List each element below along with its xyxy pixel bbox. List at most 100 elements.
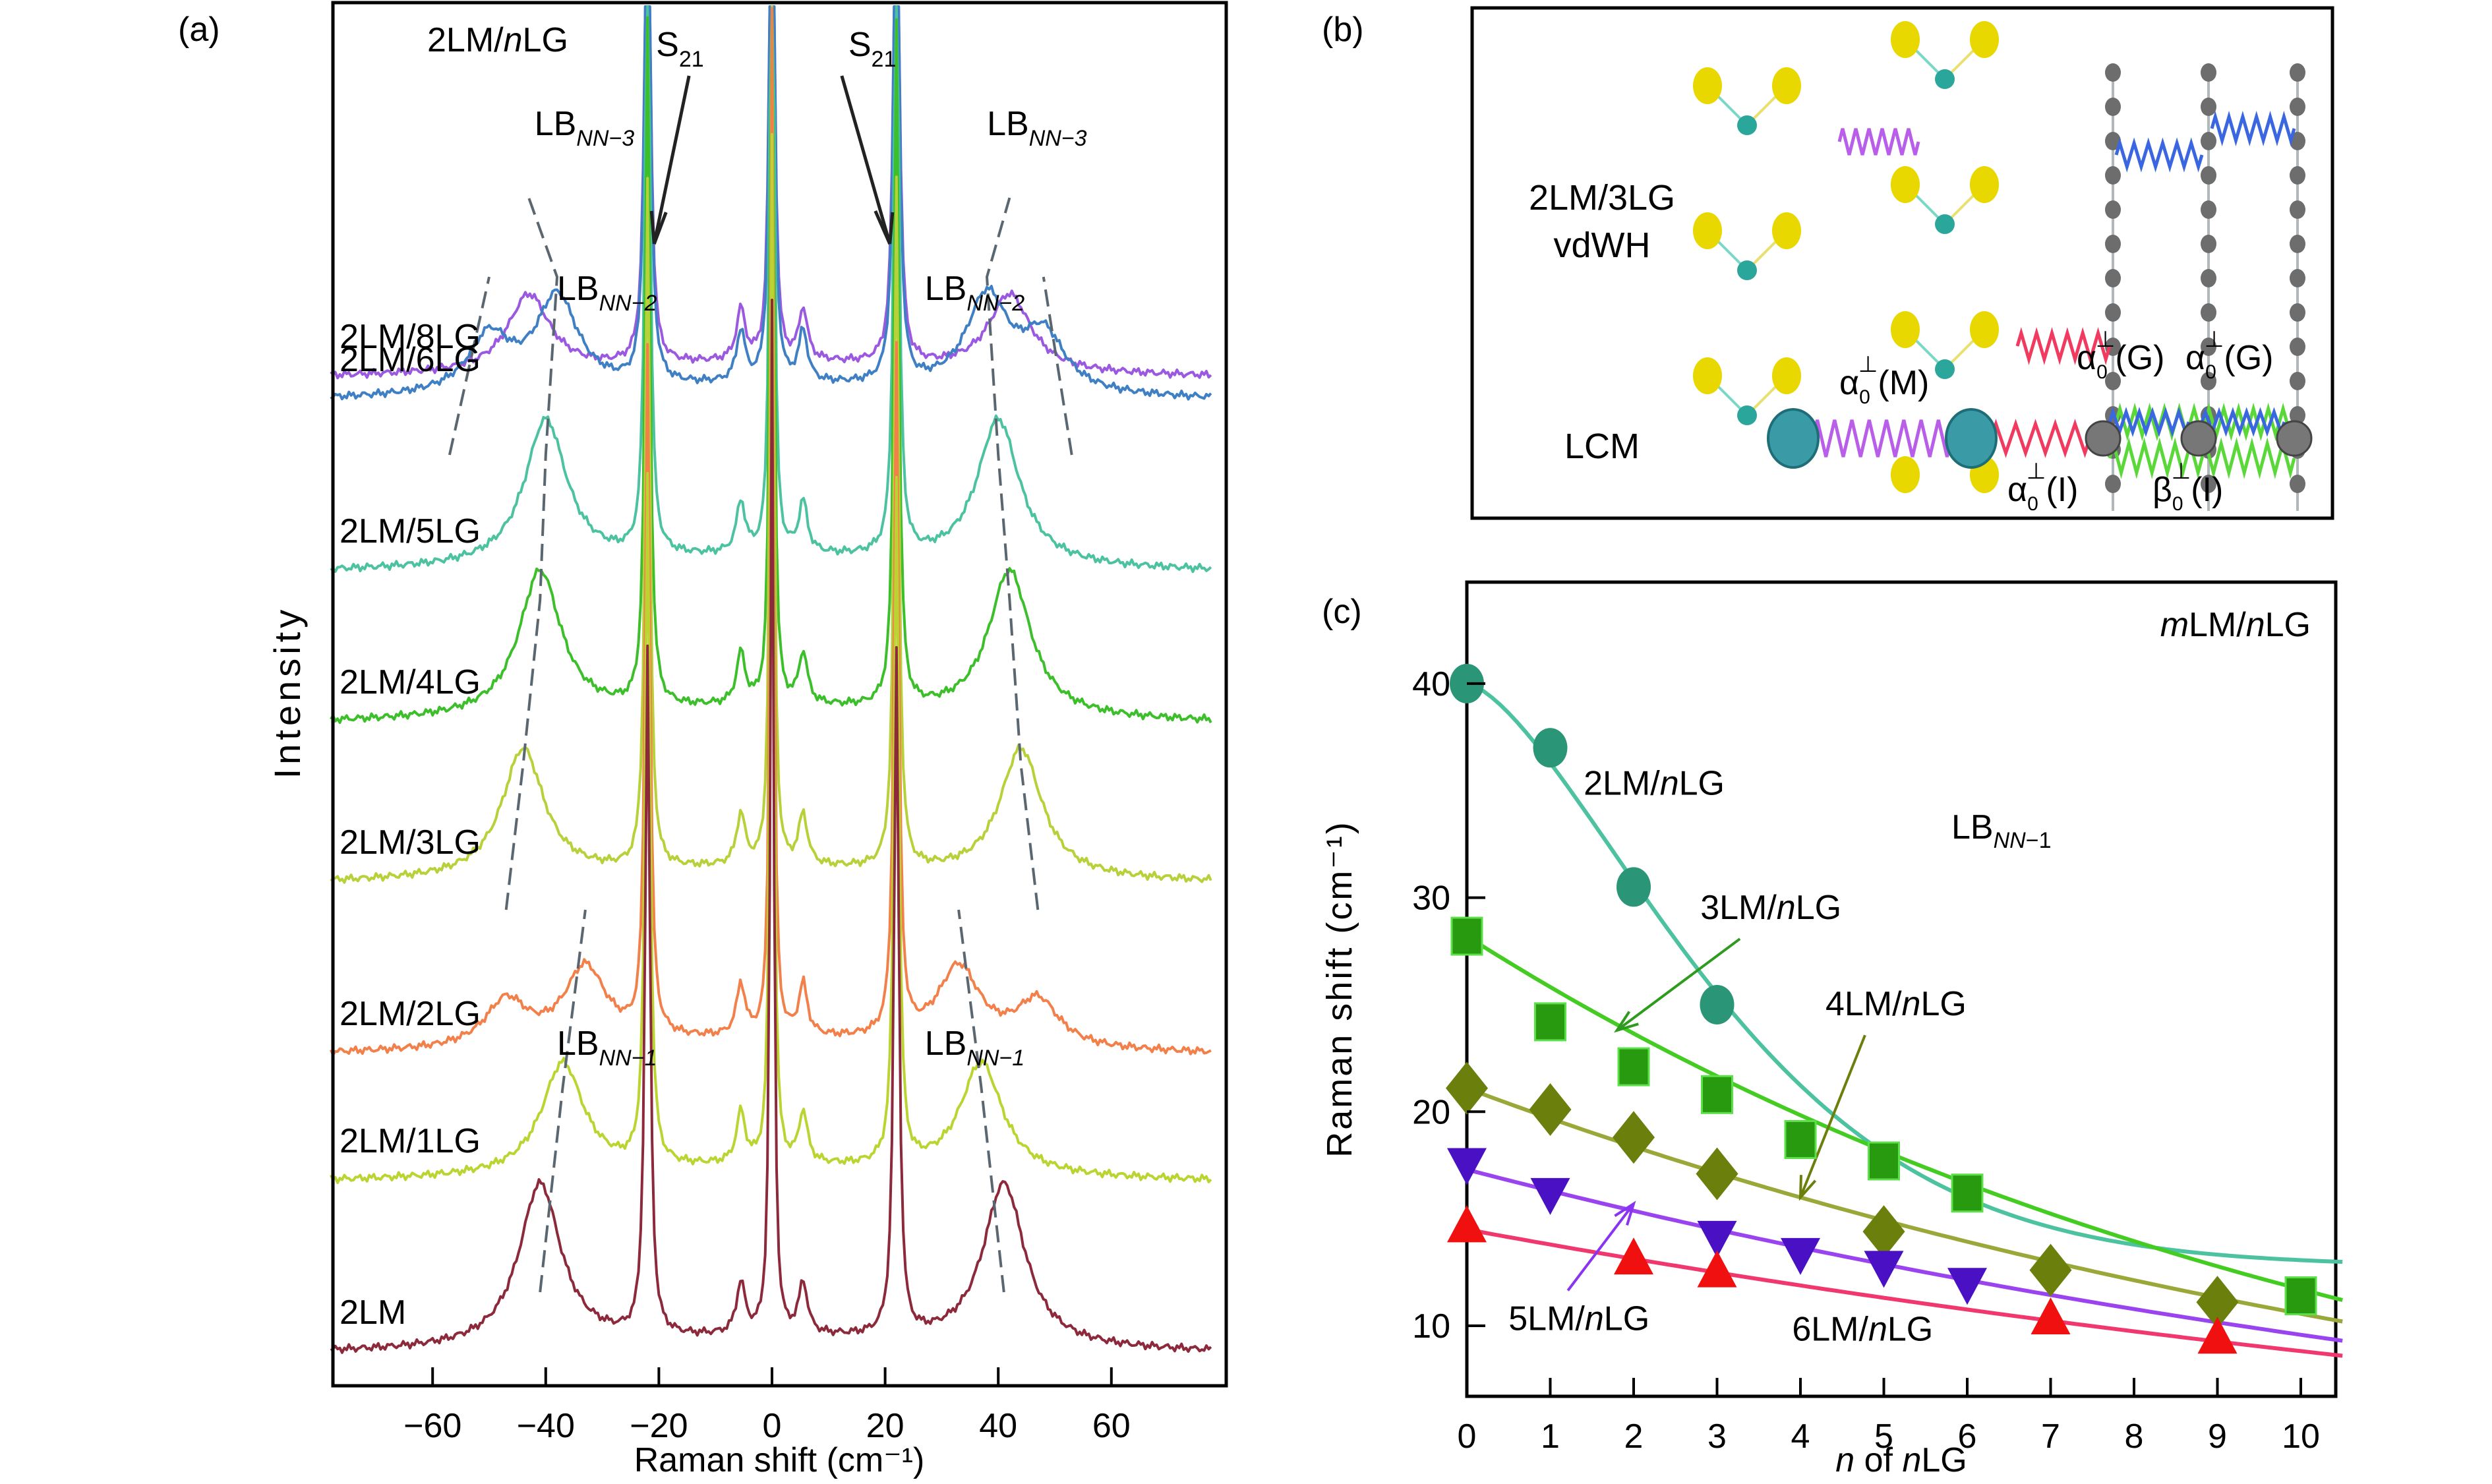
label-tail: (G) <box>2224 339 2273 377</box>
lb-subscript: NN−2 <box>599 291 657 316</box>
metal-atom <box>1737 405 1757 425</box>
label-part: 5LM/ <box>1508 1299 1585 1338</box>
carbon-atom <box>2290 63 2305 82</box>
series-label: 2LM <box>340 1293 406 1332</box>
series-label: 3LM/nLG <box>1700 889 1841 927</box>
chalcogen-atom <box>1970 311 1999 348</box>
force-constant-labels: α0⊥(M)α0⊥(G) α0⊥(G)α0⊥(I) β0⊥(I) <box>1839 327 2273 515</box>
carbon-atom <box>2105 372 2121 390</box>
lcm-layer-mass-g <box>2276 420 2313 457</box>
series-label: 2LM/4LG <box>340 663 481 701</box>
label-tail: (M) <box>1878 364 1929 402</box>
data-point-triangle-down <box>1530 1177 1570 1215</box>
data-point-triangle-down <box>1864 1251 1904 1288</box>
spectrum-trace <box>330 299 1212 1354</box>
series-label: 6LM/nLG <box>1792 1311 1933 1349</box>
carbon-atom <box>2105 475 2121 493</box>
data-point-triangle-up <box>1697 1250 1737 1288</box>
lcm-layer-mass-m <box>1767 408 1820 469</box>
label-arrow <box>1616 937 1741 1032</box>
chalcogen-atom <box>1970 166 1999 203</box>
y-tick-label: 30 <box>1412 879 1450 918</box>
title-a: 2LM/nLG <box>427 21 568 59</box>
panel-b-frame <box>1470 6 2334 520</box>
x-tick-label: −60 <box>403 1407 461 1445</box>
series-label: 2LM/2LG <box>340 995 481 1033</box>
lcm-layer-mass-g <box>2180 420 2217 457</box>
alpha-g-label: α0 ⊥(G) <box>2077 327 2164 383</box>
greek-symbol: α <box>2077 339 2096 377</box>
panel-label-c: (c) <box>1322 593 1362 631</box>
carbon-atom <box>2105 98 2121 116</box>
x-tick-label: 3 <box>1707 1417 1727 1456</box>
dashed-guide-line <box>1042 276 1073 456</box>
label-tail: (I) <box>2191 471 2223 509</box>
data-point-triangle-down <box>1447 1148 1487 1185</box>
series-label: 2LM/1LG <box>340 1122 481 1160</box>
series-label: 2LM/nLG <box>1584 765 1725 803</box>
carbon-atom <box>2201 132 2216 150</box>
chalcogen-atom <box>1772 212 1801 249</box>
metal-atom <box>1935 359 1955 379</box>
label-part: 2LM/ <box>1584 765 1660 803</box>
carbon-atom <box>2201 269 2216 287</box>
data-point-diamond <box>1529 1083 1572 1137</box>
metal-atom <box>1737 115 1757 135</box>
s21-arrowhead <box>649 210 668 245</box>
fit-curve <box>1466 1168 2343 1343</box>
x-tick-label: 0 <box>763 1407 782 1445</box>
vdwh-atomic-structure <box>1693 21 2305 511</box>
data-point-diamond <box>1696 1147 1738 1201</box>
carbon-atom <box>2201 235 2216 253</box>
label-arrowhead <box>1798 1175 1817 1201</box>
greek-symbol: β <box>2152 471 2172 509</box>
linear-chain-model <box>1767 407 2313 479</box>
x-tick-label: 60 <box>1092 1407 1131 1445</box>
alpha-i-label: α0 ⊥(I) <box>2007 459 2078 515</box>
fit-curve <box>1466 682 2343 1264</box>
y-tick-label: 40 <box>1412 665 1450 703</box>
alpha-g-label: α0 ⊥(G) <box>2185 327 2273 383</box>
metal-atom <box>1935 214 1955 234</box>
x-axis-label-c: n of nLG <box>1835 1441 1967 1479</box>
s21-subscript: 21 <box>872 47 897 72</box>
label-2lm-3lg: 2LM/3LG <box>1529 178 1675 218</box>
carbon-atom <box>2105 269 2121 287</box>
data-point-square <box>1951 1173 1984 1213</box>
spring <box>2108 407 2191 437</box>
chalcogen-atom <box>1970 21 1999 58</box>
label-italic: n <box>1585 1299 1604 1338</box>
lb-mode-label: LBNN−2 <box>925 270 1025 316</box>
spring <box>2108 437 2296 479</box>
dashed-guide-line <box>985 197 1040 910</box>
label-part: 6LM/ <box>1792 1311 1868 1349</box>
carbon-atom <box>2201 475 2216 493</box>
carbon-atom <box>2201 372 2216 390</box>
carbon-atom <box>2290 338 2305 356</box>
s21-label: S21 <box>656 26 704 72</box>
data-point-square <box>1617 1047 1650 1086</box>
data-point-triangle-up <box>1447 1205 1487 1243</box>
y-axis-ticks-c: 10 20 30 40 <box>1412 665 1485 1346</box>
y-tick-label: 20 <box>1412 1093 1450 1131</box>
series-label: 2LM/8LG <box>340 318 481 356</box>
carbon-atom <box>2290 235 2305 253</box>
spring <box>1837 128 1920 156</box>
carbon-atom <box>2105 235 2121 253</box>
carbon-atom <box>2290 406 2305 425</box>
x-tick-label: 1 <box>1541 1417 1560 1456</box>
label-tail: (G) <box>2115 339 2164 377</box>
lb-subscript: NN−3 <box>1029 126 1087 151</box>
carbon-atom <box>2201 338 2216 356</box>
x-axis-ticks-c: 0 1 2 3 4 5 6 7 8 9 10 <box>1458 1378 2320 1456</box>
label-italic: n <box>1868 1311 1887 1349</box>
label-part: LG <box>1604 1299 1649 1338</box>
data-point-square <box>1784 1120 1817 1160</box>
spring <box>2210 111 2296 146</box>
y-tick-label: 10 <box>1412 1307 1450 1346</box>
carbon-atom <box>2290 303 2305 322</box>
label-arrow <box>1799 1034 1866 1198</box>
chalcogen-atom <box>1891 311 1920 348</box>
dashed-guide-line <box>539 909 587 1293</box>
